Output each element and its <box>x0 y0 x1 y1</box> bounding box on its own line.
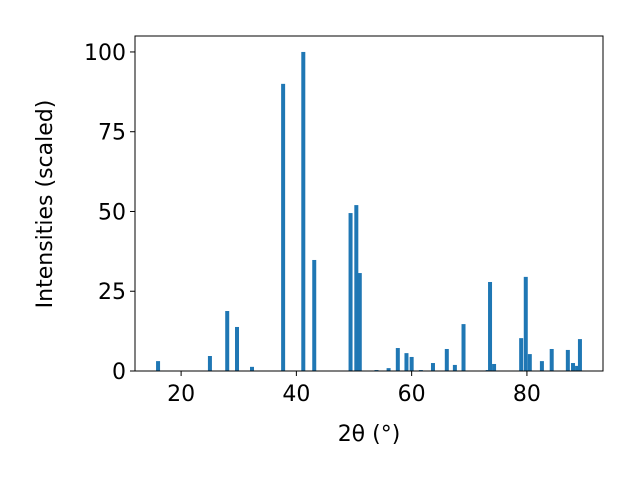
bar <box>430 363 435 371</box>
x-axis-label: 2θ (°) <box>338 422 401 447</box>
bar <box>395 348 400 371</box>
bar <box>519 338 524 371</box>
bar <box>409 356 414 371</box>
bar <box>225 311 230 371</box>
bar <box>156 361 161 371</box>
bar <box>404 353 409 371</box>
bar <box>527 354 532 371</box>
y-axis-label: Intensities (scaled) <box>33 100 58 309</box>
y-tick-label: 25 <box>98 280 126 305</box>
bar <box>571 363 576 371</box>
bar <box>452 364 457 371</box>
bar <box>461 324 466 371</box>
bar <box>575 365 580 371</box>
bar <box>386 368 391 371</box>
bar <box>312 259 317 371</box>
bar <box>565 349 570 371</box>
bar <box>235 326 240 371</box>
y-tick-label: 50 <box>98 200 126 225</box>
y-tick-label: 0 <box>112 360 126 385</box>
bar <box>250 366 254 371</box>
bar <box>539 361 544 371</box>
bar <box>281 83 286 371</box>
bar <box>488 281 493 371</box>
bar <box>354 205 359 371</box>
y-tick-label: 100 <box>84 41 126 66</box>
bar <box>301 51 306 371</box>
bar <box>492 363 497 371</box>
x-tick-label: 40 <box>282 382 310 407</box>
bar <box>357 273 362 371</box>
x-tick-label: 20 <box>167 382 195 407</box>
x-tick-label: 80 <box>513 382 541 407</box>
bar <box>577 339 582 371</box>
bar <box>549 348 554 371</box>
bar <box>207 356 212 371</box>
bar <box>523 276 528 371</box>
plot-frame <box>134 35 604 372</box>
bar <box>348 213 353 371</box>
y-tick-label: 75 <box>98 121 126 146</box>
x-tick-label: 60 <box>398 382 426 407</box>
bar <box>444 348 449 371</box>
